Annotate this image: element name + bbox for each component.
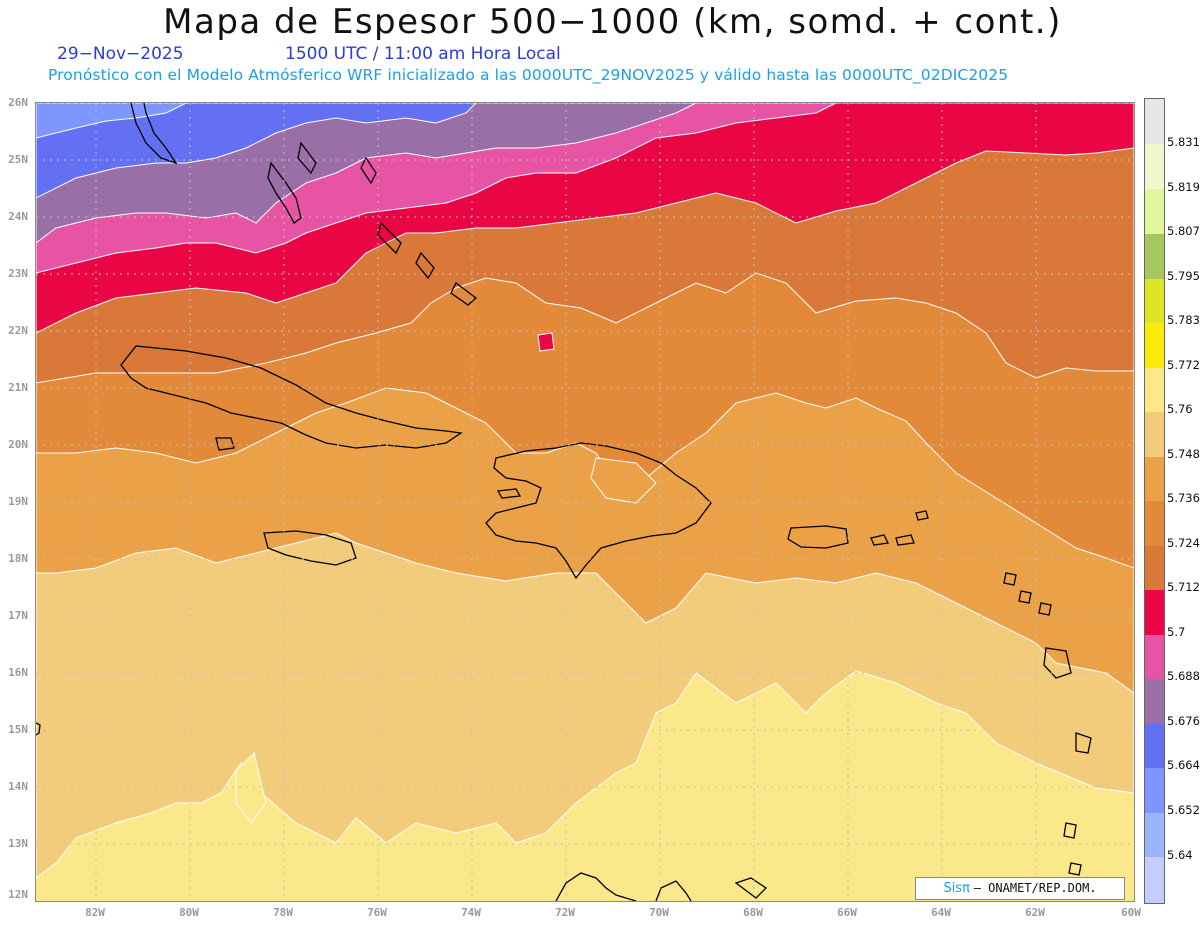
- credit-text: – ONAMET/REP.DOM.: [973, 881, 1097, 895]
- cb-seg-1: [1145, 144, 1164, 189]
- isla-juventud: [215, 437, 235, 451]
- hot-patch: [537, 332, 555, 352]
- cb-seg-8: [1145, 457, 1164, 501]
- cb-label-3: 5.795: [1167, 269, 1200, 283]
- cb-label-8: 5.736: [1167, 491, 1200, 505]
- band-5664: [36, 103, 477, 199]
- florida-coast: [130, 103, 178, 165]
- cb-seg-7: [1145, 412, 1164, 457]
- yucatan-edge: [36, 722, 41, 736]
- cb-label-14: 5.664: [1167, 758, 1200, 772]
- lat-label-13n: 13N: [8, 837, 28, 850]
- lon-label-74w: 74W: [461, 906, 481, 919]
- south-america-coast: [555, 872, 768, 901]
- cb-seg-16: [1145, 813, 1164, 857]
- lat-label-20n: 20N: [8, 438, 28, 451]
- lon-label-76w: 76W: [367, 906, 387, 919]
- lon-label-82w: 82W: [85, 906, 105, 919]
- cb-label-10: 5.712: [1167, 580, 1200, 594]
- coastlines: [36, 103, 1092, 901]
- cb-label-15: 5.652: [1167, 803, 1200, 817]
- cb-seg-11: [1145, 590, 1164, 635]
- cb-seg-5: [1145, 323, 1164, 368]
- cb-seg-15: [1145, 768, 1164, 813]
- hispaniola-coast: [485, 442, 712, 580]
- cb-label-2: 5.807: [1167, 224, 1200, 238]
- cb-label-6: 5.76: [1167, 402, 1193, 416]
- lesser-antilles: [1003, 572, 1092, 876]
- lat-lon-grid: [36, 103, 1134, 901]
- gonave-island: [496, 488, 522, 499]
- cb-seg-10: [1145, 546, 1164, 590]
- cb-label-5: 5.772: [1167, 358, 1200, 372]
- warm-patch: [590, 457, 657, 504]
- cb-label-13: 5.676: [1167, 714, 1200, 728]
- cb-label-11: 5.7: [1167, 625, 1186, 639]
- bahamas-islands: [267, 141, 478, 306]
- sispi-logo: Sisπ: [943, 881, 970, 896]
- lat-label-26n: 26N: [8, 96, 28, 109]
- lat-label-17n: 17N: [8, 609, 28, 622]
- lon-label-68w: 68W: [743, 906, 763, 919]
- cb-seg-17: [1145, 857, 1164, 903]
- cb-seg-2: [1145, 189, 1164, 234]
- cb-seg-14: [1145, 724, 1164, 768]
- cb-label-1: 5.819: [1167, 180, 1200, 194]
- lat-label-24n: 24N: [8, 210, 28, 223]
- lon-label-72w: 72W: [555, 906, 575, 919]
- lat-label-16n: 16N: [8, 666, 28, 679]
- lat-label-22n: 22N: [8, 324, 28, 337]
- lat-label-23n: 23N: [8, 267, 28, 280]
- lon-label-64w: 64W: [931, 906, 951, 919]
- cb-seg-0: [1145, 99, 1164, 144]
- lon-label-66w: 66W: [837, 906, 857, 919]
- lat-label-14n: 14N: [8, 780, 28, 793]
- cb-seg-4: [1145, 279, 1164, 323]
- cb-label-12: 5.688: [1167, 669, 1200, 683]
- forecast-time: 1500 UTC / 11:00 am Hora Local: [285, 44, 561, 64]
- lon-label-78w: 78W: [273, 906, 293, 919]
- cb-seg-3: [1145, 234, 1164, 279]
- cb-seg-12: [1145, 635, 1164, 679]
- puerto-rico-coast: [787, 525, 849, 549]
- cb-seg-9: [1145, 501, 1164, 546]
- lon-label-62w: 62W: [1025, 906, 1045, 919]
- lon-label-80w: 80W: [179, 906, 199, 919]
- map-title: Mapa de Espesor 500−1000 (km, somd. + co…: [163, 2, 1062, 42]
- lon-label-70w: 70W: [649, 906, 669, 919]
- lat-label-12n: 12N: [8, 888, 28, 901]
- forecast-subtitle: Pronóstico con el Modelo Atmósferico WRF…: [48, 66, 1009, 84]
- lat-label-21n: 21N: [8, 381, 28, 394]
- lat-label-18n: 18N: [8, 552, 28, 565]
- forecast-date: 29−Nov−2025: [57, 44, 184, 64]
- yellow-patch: [235, 752, 267, 824]
- colorbar: [1144, 98, 1165, 904]
- lat-label-15n: 15N: [8, 723, 28, 736]
- virgin-islands: [870, 510, 929, 546]
- cb-seg-6: [1145, 368, 1164, 412]
- lon-label-60w: 60W: [1121, 906, 1141, 919]
- lat-label-25n: 25N: [8, 153, 28, 166]
- cb-seg-13: [1145, 679, 1164, 724]
- cb-label-9: 5.724: [1167, 536, 1200, 550]
- jamaica-coast: [263, 530, 357, 566]
- band-5652: [36, 103, 187, 139]
- cb-label-7: 5.748: [1167, 447, 1200, 461]
- thickness-map: [35, 102, 1135, 902]
- cb-label-16: 5.64: [1167, 848, 1193, 862]
- lat-label-19n: 19N: [8, 495, 28, 508]
- cb-label-4: 5.783: [1167, 313, 1200, 327]
- credit-box: Sisπ – ONAMET/REP.DOM.: [915, 877, 1125, 900]
- cb-label-0: 5.831: [1167, 135, 1200, 149]
